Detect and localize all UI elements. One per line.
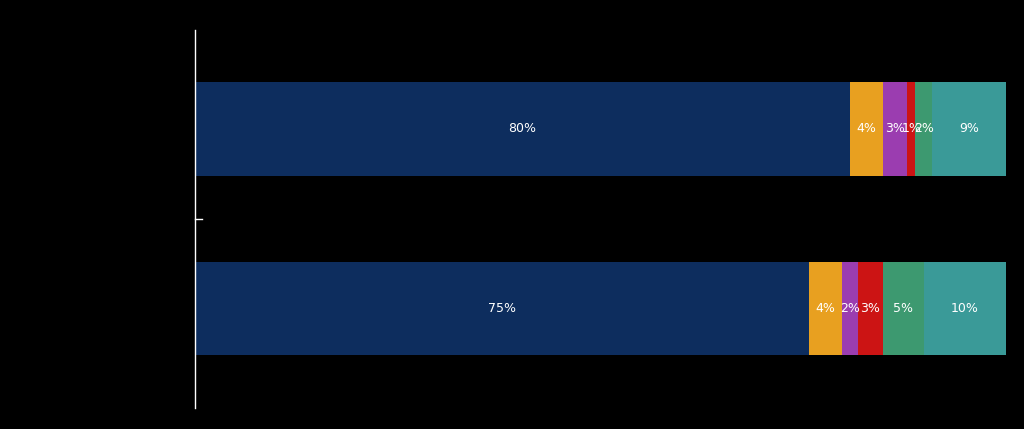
Text: 4%: 4% [815,302,836,315]
Bar [195,262,809,355]
Bar [842,262,858,355]
Text: 5%: 5% [893,302,913,315]
Bar [915,82,932,175]
Text: 2%: 2% [840,302,860,315]
Bar [850,82,883,175]
Bar [883,82,907,175]
Text: 2%: 2% [913,122,934,136]
Bar [883,262,924,355]
Bar [809,262,842,355]
Text: 75%: 75% [487,302,516,315]
Text: 9%: 9% [958,122,979,136]
Bar [907,82,915,175]
Bar [195,82,850,175]
Bar [932,82,1006,175]
Bar [858,262,883,355]
Text: 1%: 1% [901,122,922,136]
Text: 3%: 3% [885,122,905,136]
Text: 10%: 10% [950,302,979,315]
Text: 3%: 3% [860,302,881,315]
Text: 80%: 80% [508,122,537,136]
Bar [924,262,1006,355]
Text: 4%: 4% [856,122,877,136]
